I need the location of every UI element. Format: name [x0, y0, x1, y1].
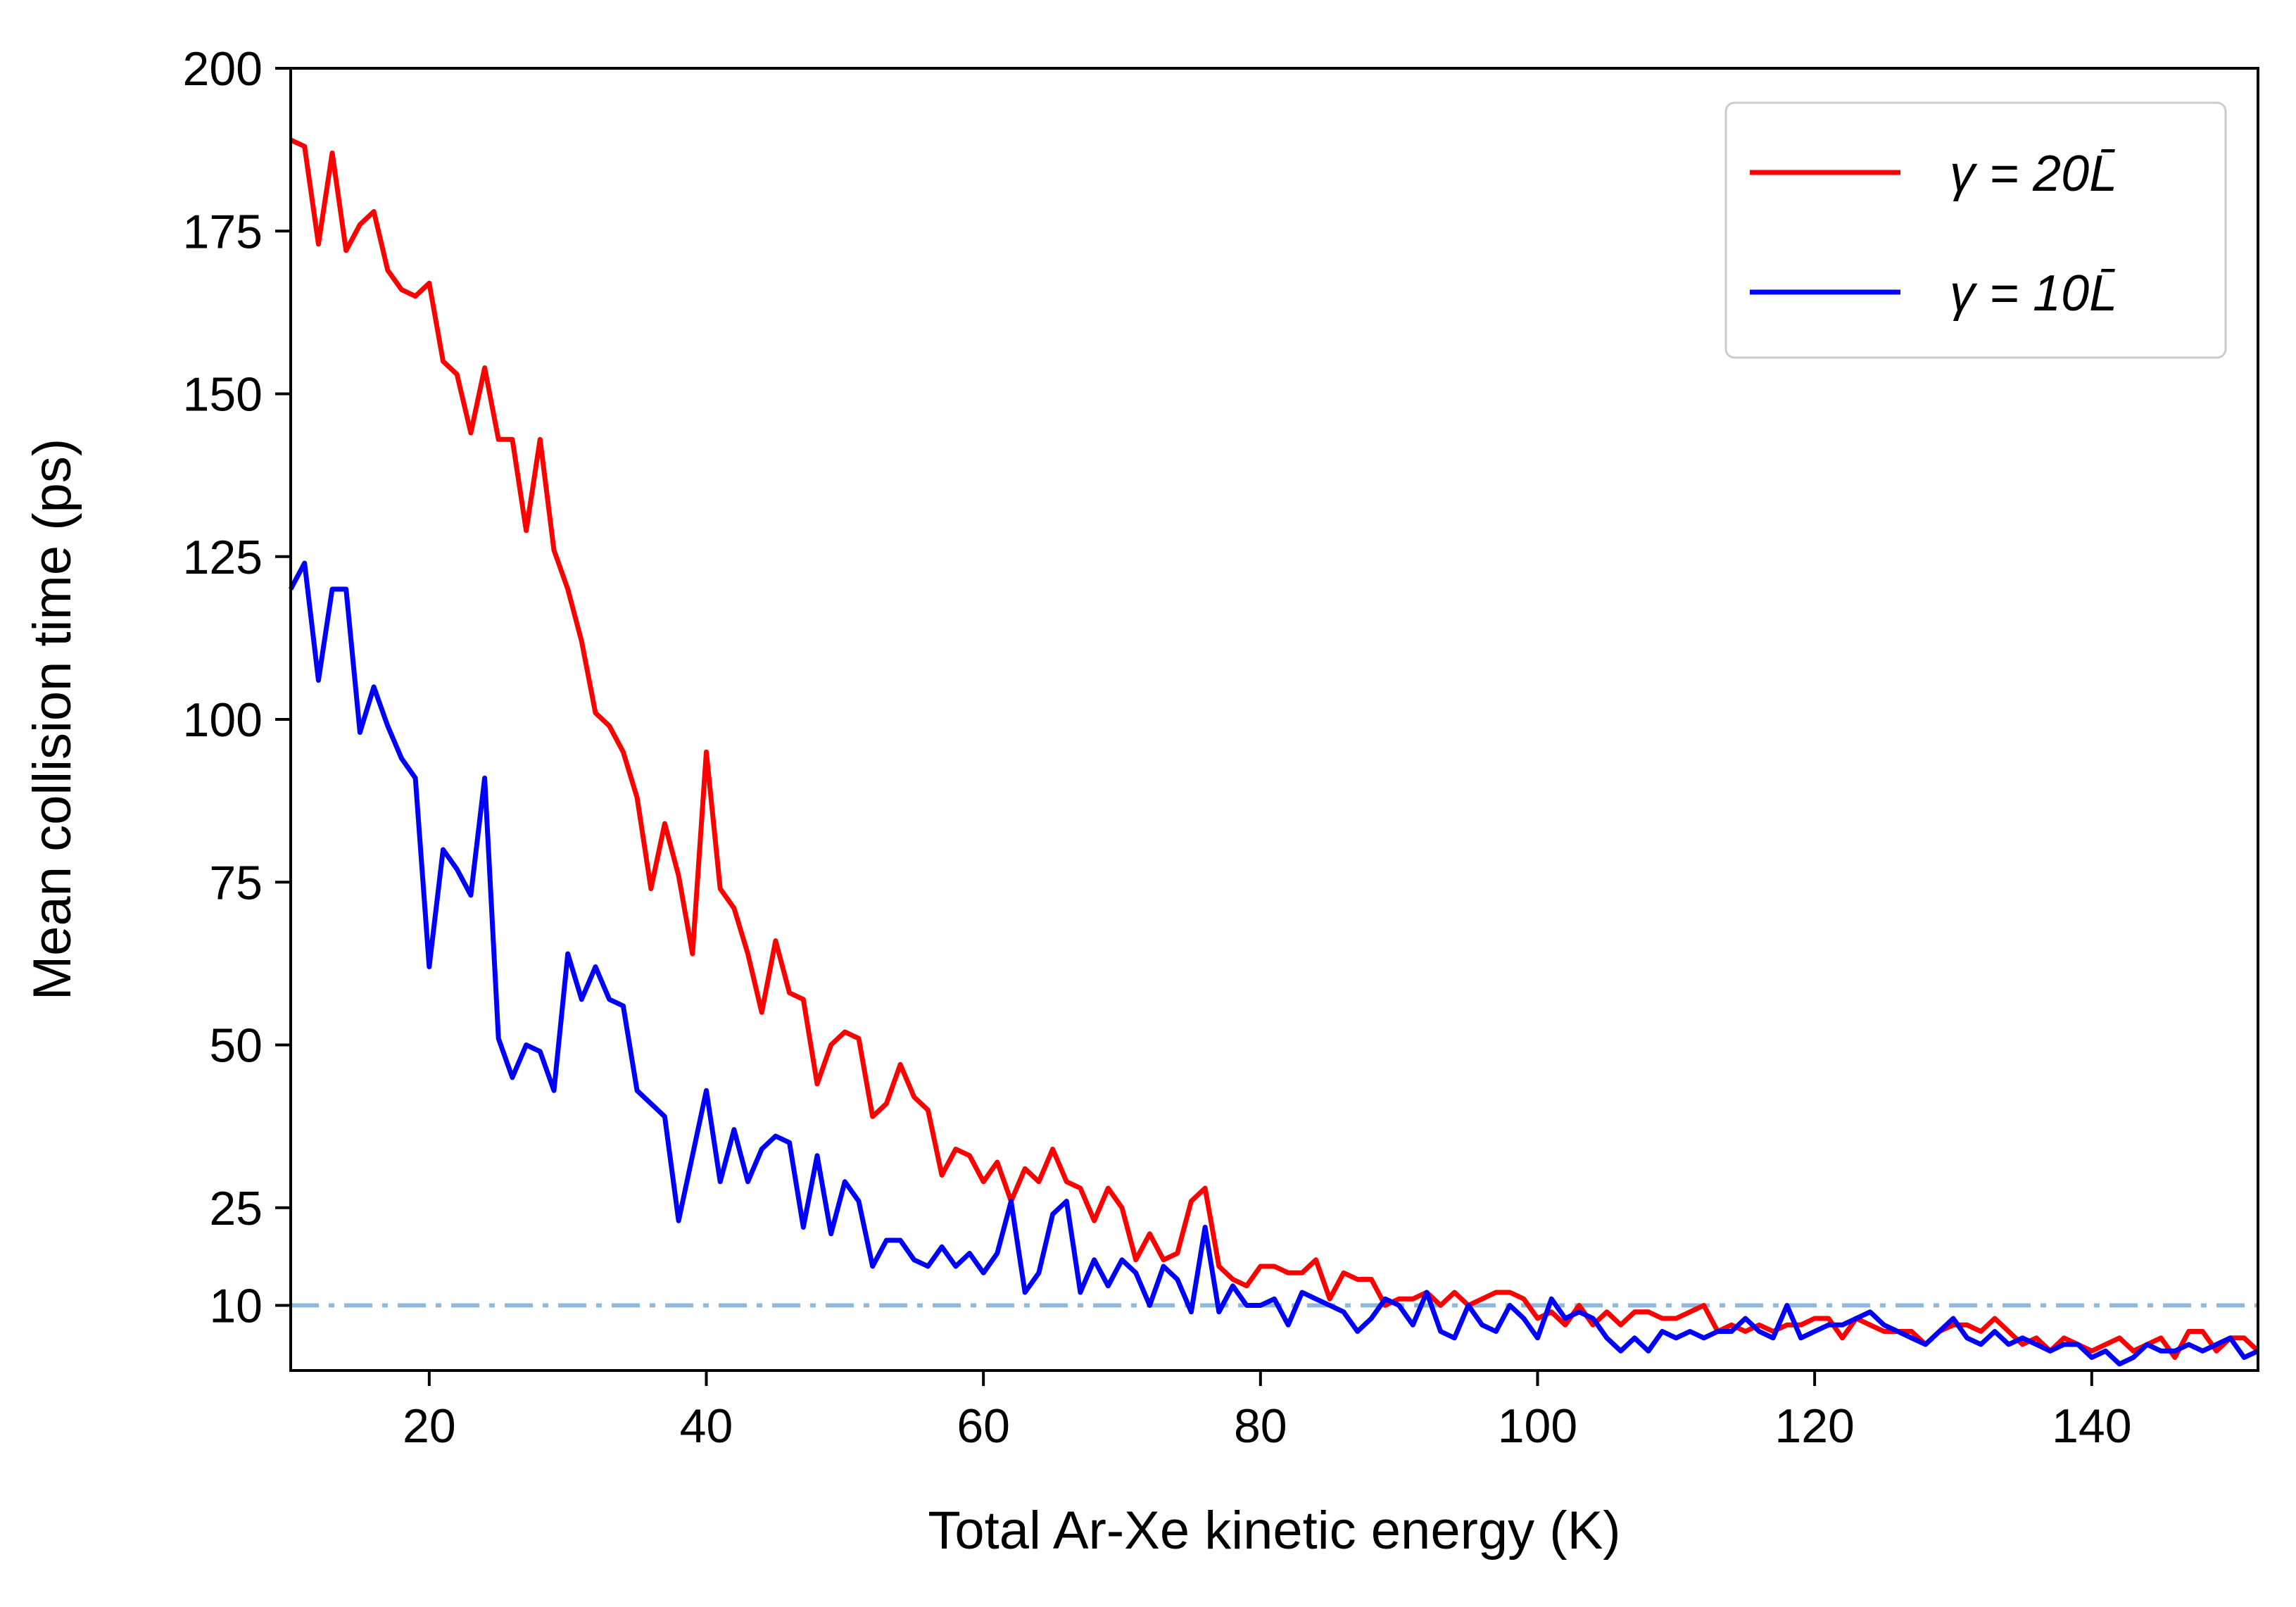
y-tick-label: 150 [183, 368, 263, 422]
legend-label-gamma-20: γ = 20L̄ [1950, 146, 2117, 202]
x-axis: 20 40 60 80 100 120 140 [403, 1370, 2132, 1453]
y-tick-label: 100 [183, 693, 263, 747]
x-tick-label: 120 [1774, 1399, 1854, 1453]
y-axis: 10 25 50 75 100 125 150 175 200 [183, 42, 291, 1333]
y-tick-label: 200 [183, 42, 263, 96]
x-axis-label: Total Ar-Xe kinetic energy (K) [928, 1501, 1620, 1561]
y-tick-label: 125 [183, 531, 263, 584]
y-axis-label: Mean collision time (ps) [23, 439, 82, 1000]
y-tick-label: 10 [209, 1280, 263, 1333]
legend: γ = 20L̄ γ = 10L̄ [1724, 101, 2227, 359]
x-tick-label: 20 [403, 1399, 456, 1453]
y-tick-label: 50 [209, 1019, 263, 1073]
x-tick-label: 140 [2052, 1399, 2131, 1453]
x-tick-label: 100 [1498, 1399, 1577, 1453]
series-gamma-10 [288, 560, 2259, 1367]
series-layer [288, 137, 2260, 1367]
y-tick-label: 75 [209, 856, 263, 909]
x-tick-label: 40 [680, 1399, 733, 1453]
y-tick-label: 175 [183, 205, 263, 258]
x-tick-label: 60 [957, 1399, 1010, 1453]
x-tick-label: 80 [1234, 1399, 1287, 1453]
y-tick-label: 25 [209, 1182, 263, 1235]
legend-label-gamma-10: γ = 10L̄ [1950, 265, 2117, 322]
